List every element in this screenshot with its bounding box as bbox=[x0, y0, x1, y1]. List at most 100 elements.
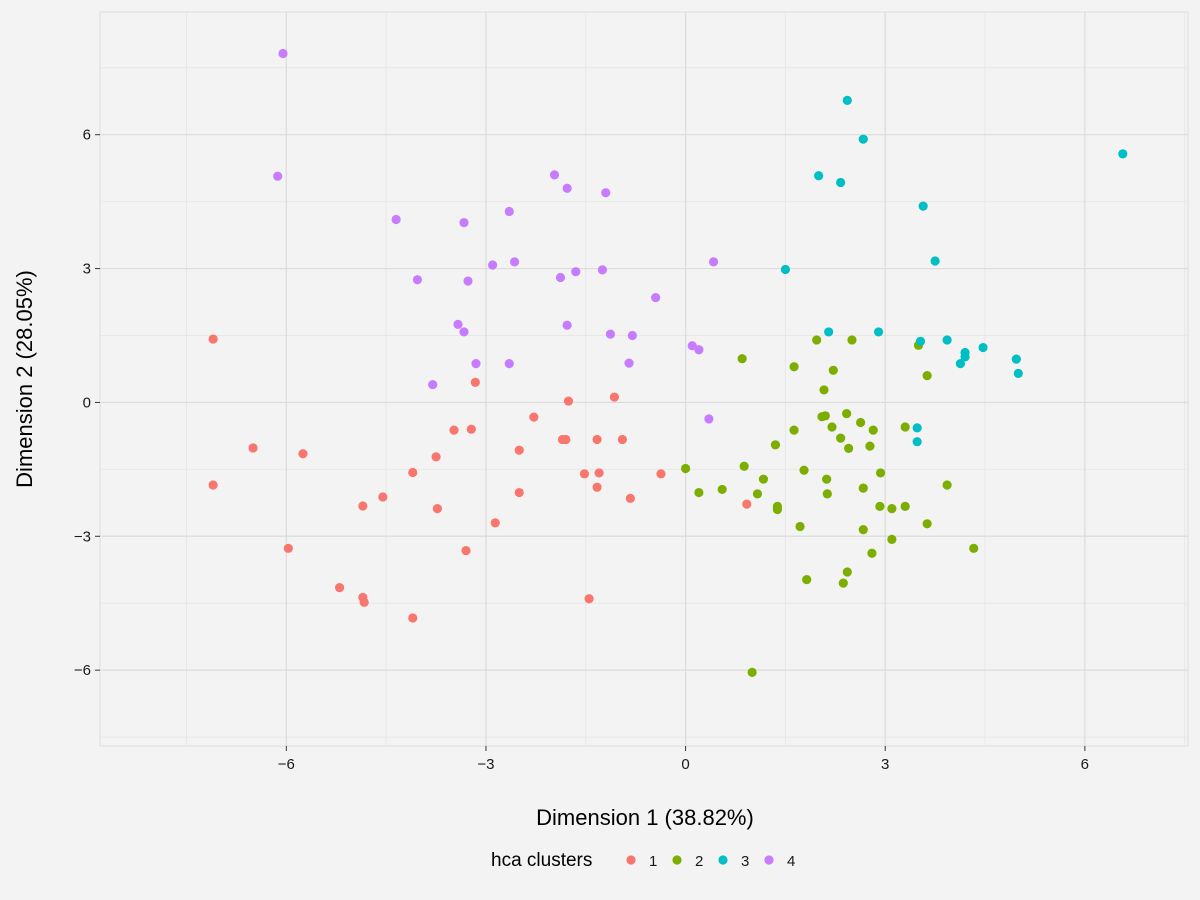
y-tick-label: −6 bbox=[74, 662, 91, 679]
data-point-cluster-2 bbox=[922, 519, 932, 529]
data-point-cluster-4 bbox=[391, 214, 401, 225]
data-point-cluster-2 bbox=[772, 504, 783, 515]
x-tick-label: 0 bbox=[681, 756, 689, 773]
data-point-cluster-2 bbox=[828, 365, 838, 375]
data-point-cluster-4 bbox=[708, 257, 719, 267]
data-point-cluster-1 bbox=[408, 613, 418, 623]
data-point-cluster-2 bbox=[842, 567, 852, 577]
data-point-cluster-1 bbox=[408, 467, 418, 478]
data-point-cluster-1 bbox=[378, 492, 388, 502]
data-point-cluster-2 bbox=[875, 468, 886, 478]
data-point-cluster-2 bbox=[900, 501, 910, 511]
data-point-cluster-3 bbox=[930, 256, 940, 266]
data-point-cluster-3 bbox=[915, 336, 926, 346]
x-tick-label: −3 bbox=[477, 756, 494, 773]
data-point-cluster-1 bbox=[490, 518, 500, 528]
data-point-cluster-3 bbox=[912, 437, 922, 447]
data-point-cluster-2 bbox=[739, 461, 749, 471]
data-point-cluster-1 bbox=[470, 377, 480, 387]
x-tick-label: 3 bbox=[881, 756, 889, 773]
data-point-cluster-3 bbox=[955, 359, 966, 369]
data-point-cluster-4 bbox=[562, 320, 572, 330]
data-point-cluster-4 bbox=[704, 414, 714, 424]
data-point-cluster-2 bbox=[836, 433, 846, 443]
data-point-cluster-1 bbox=[584, 594, 594, 604]
data-point-cluster-2 bbox=[900, 422, 910, 432]
data-point-cluster-2 bbox=[868, 425, 878, 435]
data-point-cluster-1 bbox=[592, 434, 602, 445]
data-point-cluster-3 bbox=[824, 327, 834, 337]
data-point-cluster-2 bbox=[858, 483, 868, 493]
data-point-cluster-2 bbox=[795, 521, 805, 532]
data-point-cluster-3 bbox=[842, 95, 852, 105]
data-point-cluster-2 bbox=[802, 574, 812, 585]
data-point-cluster-1 bbox=[617, 434, 627, 445]
data-point-cluster-2 bbox=[875, 501, 885, 511]
data-point-cluster-4 bbox=[601, 188, 611, 198]
legend-label-cluster-1: 1 bbox=[649, 853, 657, 870]
data-point-cluster-3 bbox=[858, 134, 868, 144]
data-point-cluster-2 bbox=[789, 362, 799, 372]
data-point-cluster-1 bbox=[334, 582, 345, 593]
data-point-cluster-2 bbox=[922, 371, 932, 381]
data-point-cluster-1 bbox=[208, 334, 218, 344]
legend-label-cluster-4: 4 bbox=[787, 853, 795, 870]
x-axis-title: Dimension 1 (38.82%) bbox=[536, 805, 754, 830]
data-point-cluster-4 bbox=[605, 329, 615, 339]
data-point-cluster-1 bbox=[594, 468, 604, 478]
data-point-cluster-1 bbox=[298, 449, 308, 459]
data-point-cluster-1 bbox=[359, 597, 369, 607]
data-point-cluster-2 bbox=[838, 578, 848, 588]
data-point-cluster-2 bbox=[887, 504, 897, 514]
legend-label-cluster-2: 2 bbox=[695, 853, 703, 870]
y-tick-label: 6 bbox=[83, 127, 91, 144]
data-point-cluster-2 bbox=[812, 335, 822, 345]
data-point-cluster-3 bbox=[942, 335, 952, 345]
data-point-cluster-4 bbox=[459, 327, 469, 337]
data-point-cluster-4 bbox=[571, 267, 581, 277]
data-point-cluster-4 bbox=[412, 275, 423, 285]
data-point-cluster-1 bbox=[529, 412, 539, 422]
data-point-cluster-2 bbox=[752, 489, 763, 499]
data-point-cluster-4 bbox=[459, 218, 469, 228]
data-point-cluster-3 bbox=[960, 352, 970, 362]
data-point-cluster-2 bbox=[694, 487, 704, 498]
data-point-cluster-3 bbox=[1013, 368, 1023, 379]
data-point-cluster-1 bbox=[432, 504, 442, 514]
data-point-cluster-1 bbox=[561, 434, 571, 445]
legend-title: hca clusters bbox=[491, 850, 592, 871]
data-point-cluster-2 bbox=[747, 667, 757, 677]
data-point-cluster-2 bbox=[820, 411, 830, 421]
data-point-cluster-1 bbox=[466, 424, 476, 434]
legend-label-cluster-3: 3 bbox=[741, 853, 749, 870]
data-point-cluster-1 bbox=[358, 501, 368, 511]
data-point-cluster-1 bbox=[656, 469, 666, 479]
data-point-cluster-4 bbox=[504, 206, 514, 217]
data-point-cluster-3 bbox=[978, 342, 988, 353]
y-tick-label: −3 bbox=[74, 528, 91, 545]
data-point-cluster-2 bbox=[969, 543, 979, 553]
data-point-cluster-4 bbox=[278, 48, 288, 59]
data-point-cluster-1 bbox=[563, 396, 574, 406]
data-point-cluster-2 bbox=[858, 524, 868, 535]
data-point-cluster-3 bbox=[814, 171, 824, 181]
data-point-cluster-4 bbox=[651, 292, 661, 303]
data-point-cluster-4 bbox=[428, 379, 438, 390]
data-point-cluster-2 bbox=[737, 354, 747, 364]
data-point-cluster-2 bbox=[856, 417, 866, 428]
x-tick-label: −6 bbox=[278, 756, 295, 773]
data-point-cluster-1 bbox=[592, 482, 602, 492]
data-point-cluster-2 bbox=[717, 484, 727, 495]
data-point-cluster-3 bbox=[873, 327, 884, 337]
data-point-cluster-1 bbox=[514, 487, 524, 498]
data-point-cluster-1 bbox=[208, 480, 218, 490]
data-point-cluster-4 bbox=[463, 276, 473, 286]
data-point-cluster-1 bbox=[514, 445, 524, 455]
data-point-cluster-1 bbox=[742, 499, 752, 509]
data-point-cluster-2 bbox=[822, 474, 832, 484]
data-point-cluster-4 bbox=[694, 345, 704, 355]
data-point-cluster-1 bbox=[431, 452, 441, 462]
data-point-cluster-4 bbox=[549, 170, 560, 180]
data-point-cluster-2 bbox=[942, 480, 952, 490]
data-point-cluster-4 bbox=[453, 319, 463, 329]
